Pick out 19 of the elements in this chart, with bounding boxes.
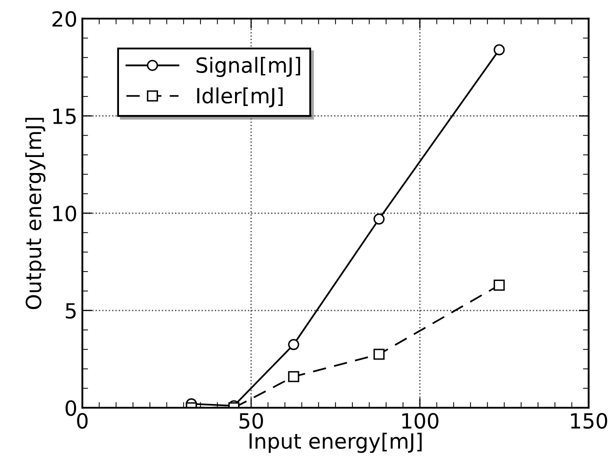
y-tick-label: 15 (53, 108, 76, 124)
y-tick-label: 5 (66, 303, 76, 319)
legend-label: Signal[mJ] (196, 56, 300, 78)
point (494, 44, 505, 56)
point (288, 371, 300, 382)
y-tick-label: 0 (66, 400, 76, 416)
x-tick-label: 50 (239, 412, 263, 429)
point (288, 338, 300, 350)
x-tick-label: 0 (77, 412, 88, 429)
y-tick-label: 20 (52, 11, 76, 27)
y-axis-title: Output energy[mJ] (25, 118, 46, 310)
y-tick-label: 10 (53, 206, 76, 222)
point (373, 213, 385, 225)
x-tick-label: 100 (402, 412, 438, 429)
legend-label: Idler[mJ] (197, 87, 283, 108)
x-axis-title: Input energy[mJ] (250, 432, 422, 453)
point (494, 280, 505, 291)
point (373, 348, 385, 360)
x-tick-label: 150 (571, 412, 608, 429)
